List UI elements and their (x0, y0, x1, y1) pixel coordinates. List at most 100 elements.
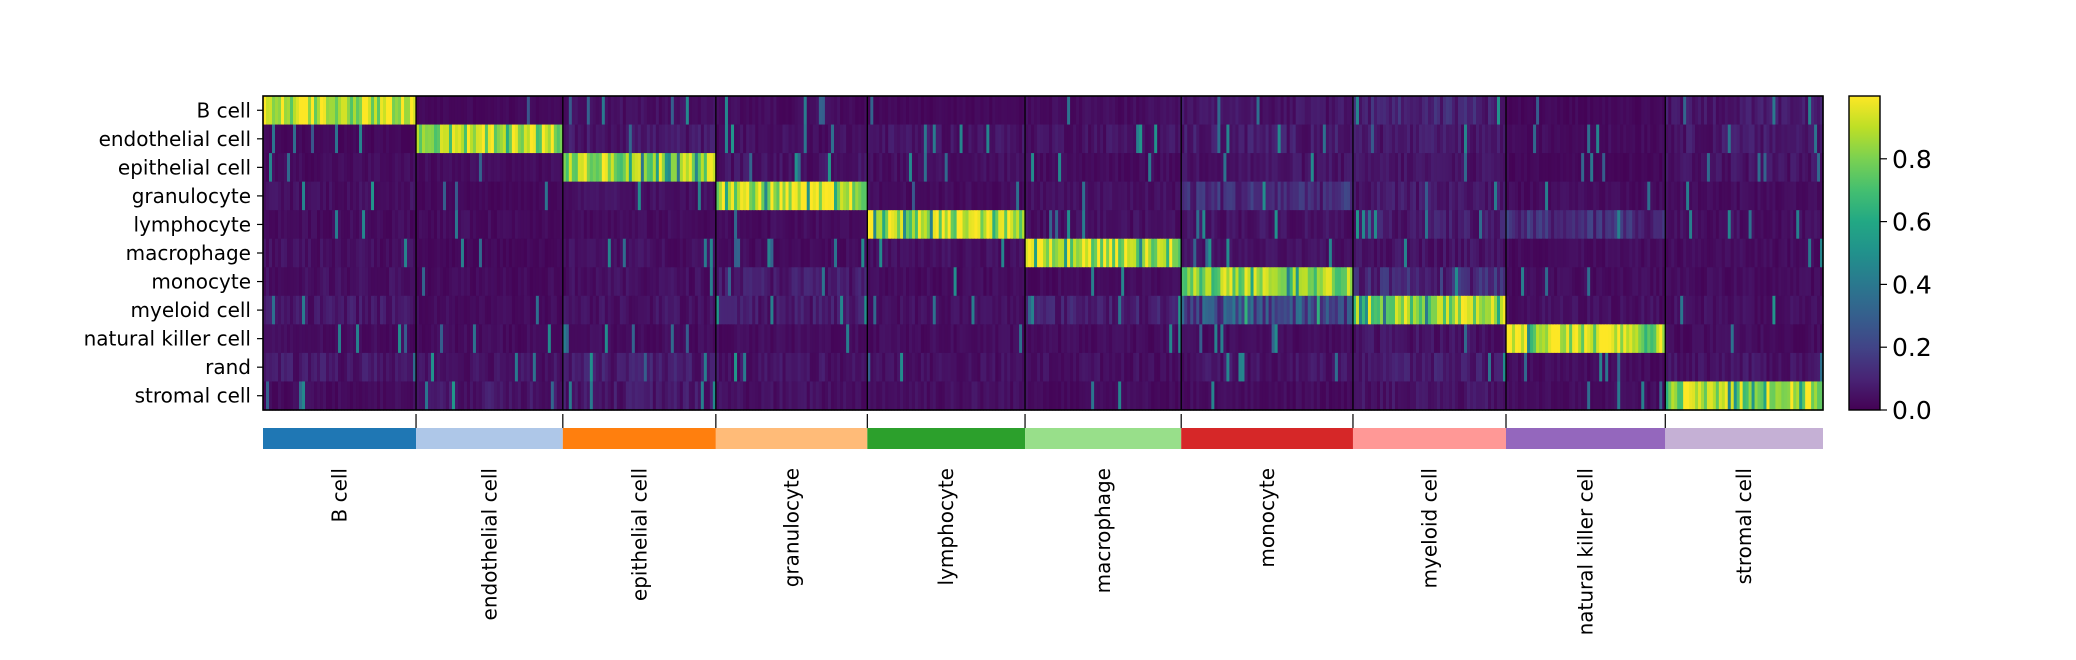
heatmap-cell (466, 324, 471, 354)
heatmap-cell (269, 153, 273, 183)
heatmap-cell (1397, 210, 1402, 240)
heatmap-cell (1124, 96, 1128, 126)
heatmap-cell (616, 267, 621, 297)
heatmap-cell (374, 295, 378, 325)
heatmap-cell (1040, 352, 1044, 383)
heatmap-cell (1700, 153, 1705, 183)
heatmap-cell (821, 295, 826, 325)
heatmap-cell (673, 153, 678, 183)
heatmap-cell (1557, 153, 1561, 183)
heatmap-cell (1563, 181, 1567, 211)
heatmap-cell (1178, 267, 1182, 297)
heatmap-cell (526, 210, 531, 240)
heatmap-cell (338, 295, 342, 325)
heatmap-cell (1494, 295, 1498, 325)
heatmap-cell (1211, 124, 1215, 154)
heatmap-cell (923, 124, 928, 154)
heatmap-cell (428, 324, 432, 354)
heatmap-cell (1208, 295, 1212, 325)
heatmap-cell (965, 295, 970, 325)
heatmap-cell (785, 324, 790, 354)
heatmap-cell (490, 352, 495, 383)
heatmap-cell (1277, 238, 1282, 268)
heatmap-cell (1692, 153, 1696, 183)
heatmap-cell (1118, 238, 1122, 268)
heatmap-cell (1700, 267, 1705, 297)
heatmap-cell (523, 267, 528, 297)
heatmap-cell (731, 124, 735, 154)
heatmap-cell (1061, 352, 1065, 383)
heatmap-cell (1569, 295, 1573, 325)
heatmap-cell (1277, 210, 1282, 240)
heatmap-cell (440, 181, 444, 211)
heatmap-cell (1466, 210, 1471, 240)
heatmap-cell (529, 124, 534, 154)
heatmap-cell (1157, 181, 1161, 211)
heatmap-cell (1340, 153, 1345, 183)
heatmap-cell (727, 324, 732, 354)
heatmap-cell (1433, 96, 1438, 126)
heatmap-cell (631, 210, 636, 240)
heatmap-cell (1418, 210, 1423, 240)
heatmap-cell (1295, 181, 1300, 211)
heatmap-cell (335, 352, 339, 383)
heatmap-cell (1274, 267, 1279, 297)
heatmap-cell (1022, 96, 1026, 126)
heatmap-cell (595, 181, 600, 211)
heatmap-cell (1058, 210, 1062, 240)
heatmap-cell (487, 295, 492, 325)
heatmap-cell (377, 267, 381, 297)
heatmap-cell (1361, 295, 1366, 325)
heatmap-cell (703, 96, 708, 126)
heatmap-cell (1313, 124, 1318, 154)
heatmap-cell (682, 181, 687, 211)
heatmap-cell (1799, 153, 1803, 183)
heatmap-cell (1319, 267, 1324, 297)
heatmap-cell (353, 324, 357, 354)
heatmap-cell (383, 352, 387, 383)
heatmap-cell (601, 238, 606, 268)
heatmap-cell (923, 352, 928, 383)
heatmap-cell (737, 352, 741, 383)
heatmap-cell (416, 267, 420, 297)
heatmap-cell (1605, 153, 1609, 183)
heatmap-cell (1097, 96, 1101, 126)
heatmap-cell (1115, 267, 1119, 297)
heatmap-cell (1485, 210, 1489, 240)
heatmap-cell (1775, 153, 1779, 183)
heatmap-cell (715, 181, 720, 211)
heatmap-cell (989, 153, 993, 183)
heatmap-cell (592, 96, 597, 126)
heatmap-cell (442, 96, 447, 126)
heatmap-cell (359, 238, 363, 268)
heatmap-cell (837, 295, 841, 325)
heatmap-cell (428, 124, 432, 154)
heatmap-cell (1584, 324, 1588, 354)
heatmap-cell (1355, 96, 1360, 126)
heatmap-cell (1298, 96, 1303, 126)
heatmap-cell (1641, 324, 1645, 354)
heatmap-cell (625, 238, 630, 268)
heatmap-cell (1154, 96, 1158, 126)
heatmap-cell (1232, 295, 1237, 325)
heatmap-cell (903, 324, 907, 354)
heatmap-cell (380, 267, 384, 297)
heatmap-cell (944, 210, 949, 240)
heatmap-cell (1427, 181, 1432, 211)
heatmap-cell (1730, 181, 1735, 211)
heatmap-cell (1641, 295, 1645, 325)
heatmap-cell (755, 210, 759, 240)
heatmap-cell (1808, 267, 1812, 297)
heatmap-cell (971, 153, 976, 183)
heatmap-cell (1019, 210, 1023, 240)
heatmap-cell (1331, 295, 1336, 325)
heatmap-cell (407, 181, 411, 211)
heatmap-cell (1331, 124, 1336, 154)
heatmap-cell (362, 324, 366, 354)
heatmap-cell (782, 238, 787, 268)
heatmap-cell (1754, 267, 1759, 297)
heatmap-cell (1482, 181, 1486, 211)
heatmap-cell (374, 96, 378, 126)
heatmap-cell (1238, 153, 1243, 183)
heatmap-cell (1010, 181, 1014, 211)
